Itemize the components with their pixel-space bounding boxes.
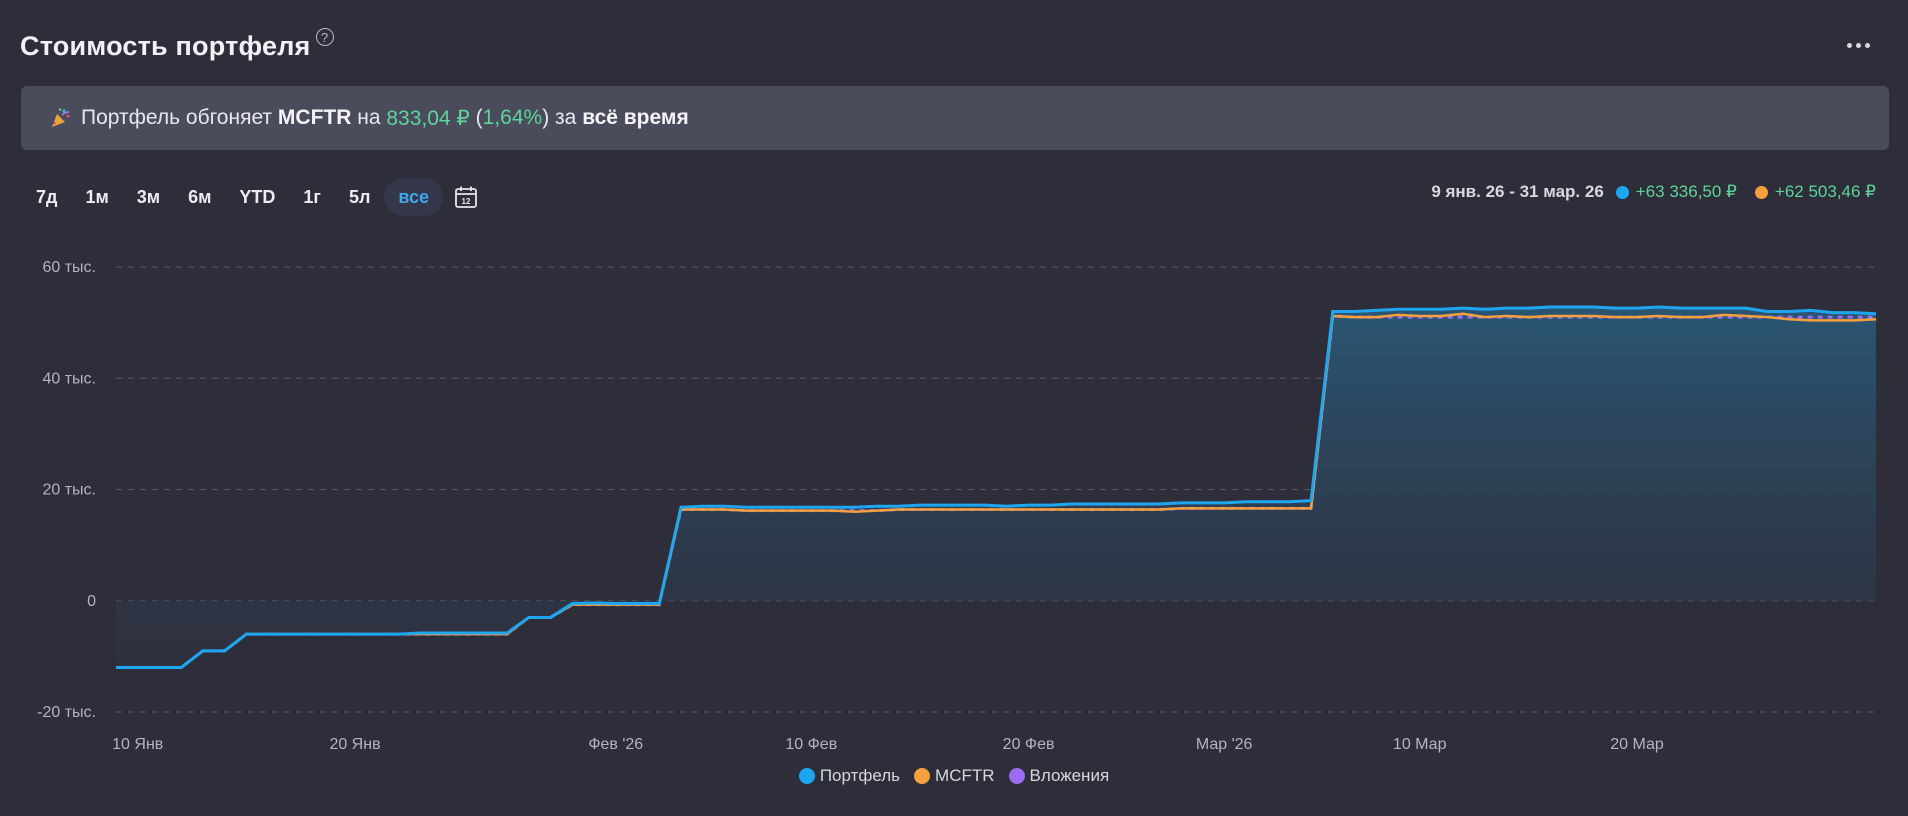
x-tick-label: Фев '26 [588, 736, 643, 753]
benchmark-dot [1754, 185, 1768, 199]
legend-dot [798, 768, 815, 784]
banner-text-for: за [555, 106, 577, 129]
widget-header: Стоимость портфеля ? [20, 22, 334, 70]
legend-item-investments[interactable]: Вложения [1008, 766, 1110, 786]
period-6m[interactable]: 6м [188, 186, 212, 207]
portfolio-change: +63 336,50 ₽ [1635, 182, 1737, 201]
range-summary: 9 янв. 26 - 31 мар. 26 +63 336,50 ₽ +62 … [1431, 182, 1876, 202]
legend-label: Вложения [1029, 766, 1110, 785]
y-tick-label: 40 тыс. [42, 370, 96, 387]
date-range: 9 янв. 26 - 31 мар. 26 [1431, 182, 1604, 201]
portfolio-area [116, 307, 1876, 668]
y-tick-label: 20 тыс. [42, 482, 96, 499]
period-all[interactable]: все [384, 178, 444, 216]
legend-item-portfolio[interactable]: Портфель [798, 766, 901, 786]
benchmark-change: +62 503,46 ₽ [1774, 182, 1876, 201]
chart-legend: Портфель MCFTR Вложения [0, 766, 1908, 786]
comparison-banner: Портфель обгоняет MCFTR на 833,04 ₽ (1,6… [21, 86, 1889, 150]
series-line-portfolio [116, 305, 1877, 669]
period-7d[interactable]: 7д [36, 186, 58, 207]
outperformance-percent: 1,64% [482, 106, 543, 129]
more-horizontal-icon[interactable] [1838, 30, 1878, 60]
x-tick-label: 10 Янв [112, 736, 163, 753]
legend-label: Портфель [819, 766, 901, 785]
period-3m[interactable]: 3м [136, 186, 161, 207]
period-1m[interactable]: 1м [85, 186, 109, 207]
x-tick-label: 10 Мар [1393, 736, 1447, 753]
question-circle-icon[interactable]: ? [315, 28, 334, 46]
x-tick-label: 20 Мар [1610, 736, 1664, 753]
paren-open: ( [475, 106, 483, 129]
outperformance-amount: 833,04 ₽ [386, 106, 470, 130]
y-tick-label: 0 [87, 593, 96, 610]
benchmark-name: MCFTR [277, 106, 352, 129]
portfolio-dot [1615, 185, 1629, 199]
x-tick-label: 20 Фев [1003, 736, 1055, 753]
widget-title: Стоимость портфеля [20, 30, 311, 61]
legend-item-mcftr[interactable]: MCFTR [914, 766, 995, 786]
banner-text: Портфель обгоняет [81, 106, 273, 129]
party-popper-icon [52, 108, 70, 127]
banner-text-on: на [357, 106, 381, 129]
svg-text:12: 12 [462, 197, 471, 206]
y-tick-label: 60 тыс. [42, 259, 96, 276]
portfolio-value-chart[interactable]: 60 тыс. 40 тыс. 20 тыс. 0 -20 тыс. 10 Янв 20 Я… [0, 240, 1908, 760]
calendar-icon[interactable]: 12 [447, 178, 485, 216]
banner-period: всё время [582, 106, 689, 129]
legend-dot [914, 768, 931, 784]
x-tick-label: 20 Янв [329, 736, 380, 753]
y-tick-label: -20 тыс. [37, 704, 96, 721]
legend-dot [1008, 768, 1025, 784]
period-selector: 7д 1м 3м 6м YTD 1г 5л все 12 [22, 178, 485, 216]
x-tick-label: 10 Фев [785, 736, 837, 753]
period-5y[interactable]: 5л [348, 186, 371, 207]
paren-close: ) [542, 106, 550, 129]
period-1y[interactable]: 1г [303, 186, 321, 207]
period-ytd[interactable]: YTD [239, 186, 276, 207]
x-tick-label: Мар '26 [1196, 736, 1253, 753]
legend-label: MCFTR [935, 766, 995, 785]
